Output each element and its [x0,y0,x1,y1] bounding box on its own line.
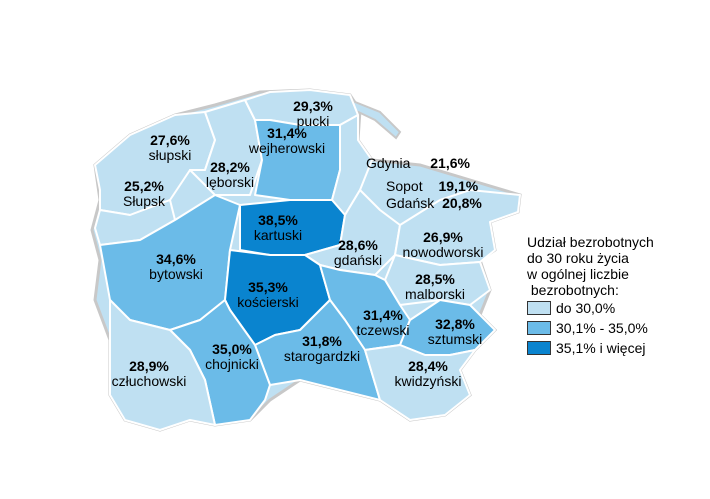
label-sztumski: 32,8% sztumski [427,316,483,347]
city-gdansk: Gdańsk 20,8% [386,195,482,211]
city-value: 20,8% [442,195,482,211]
region-kwidzynski [364,344,476,421]
label-slupski: 27,6% słupski [148,132,192,163]
legend-swatch-low [527,301,551,315]
city-gdynia: Gdynia 21,6% [366,155,470,171]
city-name: Gdańsk [386,195,435,211]
label-slupsk: 25,2% Słupsk [122,178,166,209]
label-tczewski: 31,4% tczewski [356,307,410,338]
label-kartuski: 38,5% kartuski [253,212,303,243]
label-pucki: 29,3% pucki [293,98,333,129]
city-value: 21,6% [430,155,470,171]
legend-item-high: 35,1% i więcej [527,338,654,358]
label-gdanski: 28,6% gdański [333,237,383,268]
label-koscierski: 35,3% kościerski [237,279,299,310]
legend: Udział bezrobotnych do 30 roku życia w o… [527,234,654,358]
label-bytowski: 34,6% bytowski [149,251,203,282]
legend-title: Udział bezrobotnych do 30 roku życia w o… [527,234,654,298]
label-leborski: 28,2% lęborski [205,159,255,190]
label-czluchowski: 28,9% człuchowski [111,358,187,389]
label-wejherowski: 31,4% wejherowski [248,125,326,156]
region-czluchowski [109,299,216,431]
city-name: Gdynia [366,155,411,171]
label-chojnicki: 35,0% chojnicki [205,341,259,372]
label-malborski: 28,5% malborski [405,271,465,302]
label-kwidzynski: 28,4% kwidzyński [394,358,462,389]
city-name: Sopot [386,178,423,194]
city-value: 19,1% [438,178,479,194]
legend-item-low: do 30,0% [527,298,654,318]
legend-item-mid: 30,1% - 35,0% [527,318,654,338]
label-nowodworski: 26,9% nowodworski [402,229,484,260]
legend-swatch-high [527,341,551,355]
city-sopot: Sopot 19,1% [386,178,478,194]
label-starogardzki: 31,8% starogardzki [283,333,361,364]
legend-swatch-mid [527,321,551,335]
